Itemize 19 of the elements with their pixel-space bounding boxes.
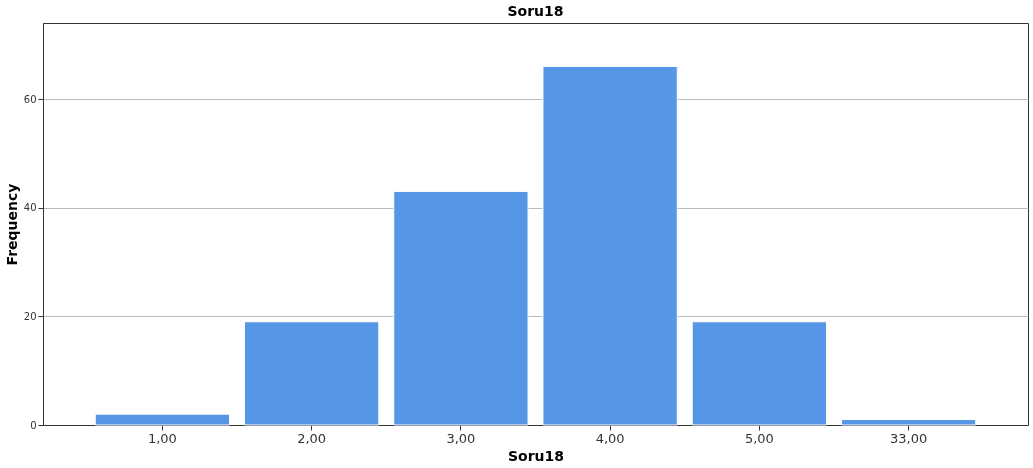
x-tick-label: 4,00 [595,430,625,446]
chart-title: Soru18 [507,3,564,19]
y-tick-label: 0 [30,419,37,431]
bar [840,419,977,426]
bar [542,65,678,426]
bar [691,321,828,426]
x-axis-title: Soru18 [507,447,565,464]
x-tick-label: 1,00 [147,430,177,446]
x-tick-label: 33,00 [890,430,928,446]
bar [94,413,231,426]
x-tick-label: 2,00 [297,430,327,446]
y-tick-label: 40 [23,202,37,214]
x-tick-label: 3,00 [446,430,476,446]
y-tick-label: 20 [23,310,37,322]
bar [393,190,529,426]
y-axis-title: Frequency [3,183,20,266]
y-tick-label: 60 [23,93,37,105]
bar [243,321,380,426]
x-tick-label: 5,00 [744,430,774,446]
